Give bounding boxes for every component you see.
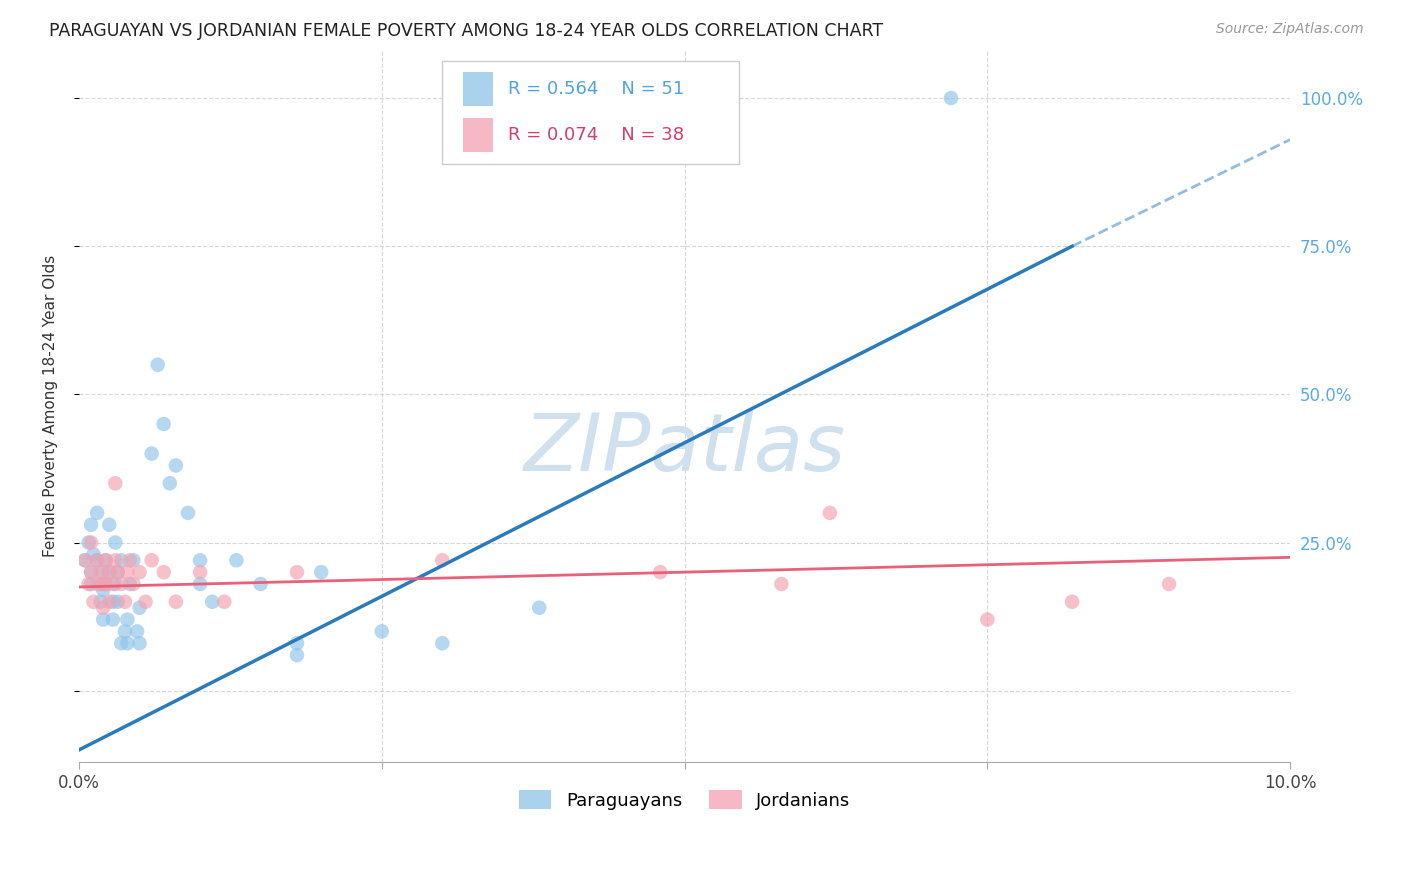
Point (98, 517, 121, 532)
Point (309, 565, 332, 579)
Point (77, 577, 100, 591)
Point (770, 577, 793, 591)
Point (128, 565, 150, 579)
Point (91, 582, 114, 597)
Point (165, 458, 187, 473)
Point (188, 577, 211, 591)
Point (650, 565, 672, 579)
Point (152, 565, 174, 579)
Point (86, 553, 108, 567)
Point (117, 565, 139, 579)
Point (104, 476, 127, 491)
Point (91, 565, 114, 579)
Point (128, 600, 150, 615)
Point (91, 600, 114, 615)
Point (90, 577, 112, 591)
Point (110, 636, 132, 650)
Point (86, 577, 108, 591)
Legend: Paraguayans, Jordanians: Paraguayans, Jordanians (512, 782, 858, 817)
Point (122, 553, 145, 567)
Point (94, 553, 117, 567)
Point (146, 358, 169, 372)
Point (94, 553, 117, 567)
Point (188, 553, 211, 567)
Point (104, 535, 127, 549)
Point (939, 91, 962, 105)
Point (177, 506, 200, 520)
Point (118, 553, 141, 567)
Point (110, 553, 132, 567)
Point (80, 517, 103, 532)
Point (80, 565, 103, 579)
Point (73, 553, 96, 567)
Point (117, 636, 139, 650)
Text: R = 0.564    N = 51: R = 0.564 N = 51 (508, 80, 683, 98)
Point (98, 565, 121, 579)
Point (101, 613, 124, 627)
Point (285, 565, 308, 579)
Point (98, 565, 121, 579)
Point (86, 553, 108, 567)
Point (188, 565, 211, 579)
Point (107, 595, 129, 609)
Point (118, 577, 141, 591)
Point (122, 577, 145, 591)
Point (976, 613, 998, 627)
Point (152, 417, 174, 431)
Point (201, 595, 224, 609)
Point (135, 595, 157, 609)
FancyBboxPatch shape (443, 62, 740, 164)
Point (86, 506, 108, 520)
Point (371, 624, 394, 639)
Point (91, 613, 114, 627)
Text: R = 0.074    N = 38: R = 0.074 N = 38 (508, 127, 683, 145)
Y-axis label: Female Poverty Among 18-24 Year Olds: Female Poverty Among 18-24 Year Olds (44, 255, 58, 558)
Point (214, 595, 236, 609)
Point (529, 600, 551, 615)
Point (73, 553, 96, 567)
Point (77, 535, 100, 549)
Point (165, 595, 187, 609)
Point (101, 595, 124, 609)
Point (107, 565, 129, 579)
Point (114, 595, 136, 609)
Text: PARAGUAYAN VS JORDANIAN FEMALE POVERTY AMONG 18-24 YEAR OLDS CORRELATION CHART: PARAGUAYAN VS JORDANIAN FEMALE POVERTY A… (49, 22, 883, 40)
Point (80, 577, 103, 591)
Text: Source: ZipAtlas.com: Source: ZipAtlas.com (1216, 22, 1364, 37)
Point (141, 447, 163, 461)
Point (104, 553, 127, 567)
Point (285, 636, 308, 650)
Point (1157, 577, 1180, 591)
Point (91, 577, 114, 591)
Point (94, 577, 117, 591)
Point (82, 595, 104, 609)
Point (1062, 595, 1084, 609)
Point (159, 476, 181, 491)
Point (94, 577, 117, 591)
Point (432, 636, 454, 650)
Point (104, 577, 127, 591)
Point (432, 553, 454, 567)
Text: ZIPatlas: ZIPatlas (523, 410, 845, 488)
Point (98, 595, 121, 609)
Point (80, 565, 103, 579)
Point (128, 636, 150, 650)
Point (114, 624, 136, 639)
Point (80, 535, 103, 549)
Point (225, 553, 247, 567)
Point (101, 577, 124, 591)
Point (818, 506, 841, 520)
Point (117, 613, 139, 627)
Point (127, 624, 149, 639)
Point (82, 547, 104, 561)
FancyBboxPatch shape (463, 72, 494, 106)
Point (249, 577, 271, 591)
Point (90, 565, 112, 579)
FancyBboxPatch shape (463, 119, 494, 153)
Point (141, 553, 163, 567)
Point (285, 648, 308, 662)
Point (90, 595, 112, 609)
Point (110, 577, 132, 591)
Point (107, 565, 129, 579)
